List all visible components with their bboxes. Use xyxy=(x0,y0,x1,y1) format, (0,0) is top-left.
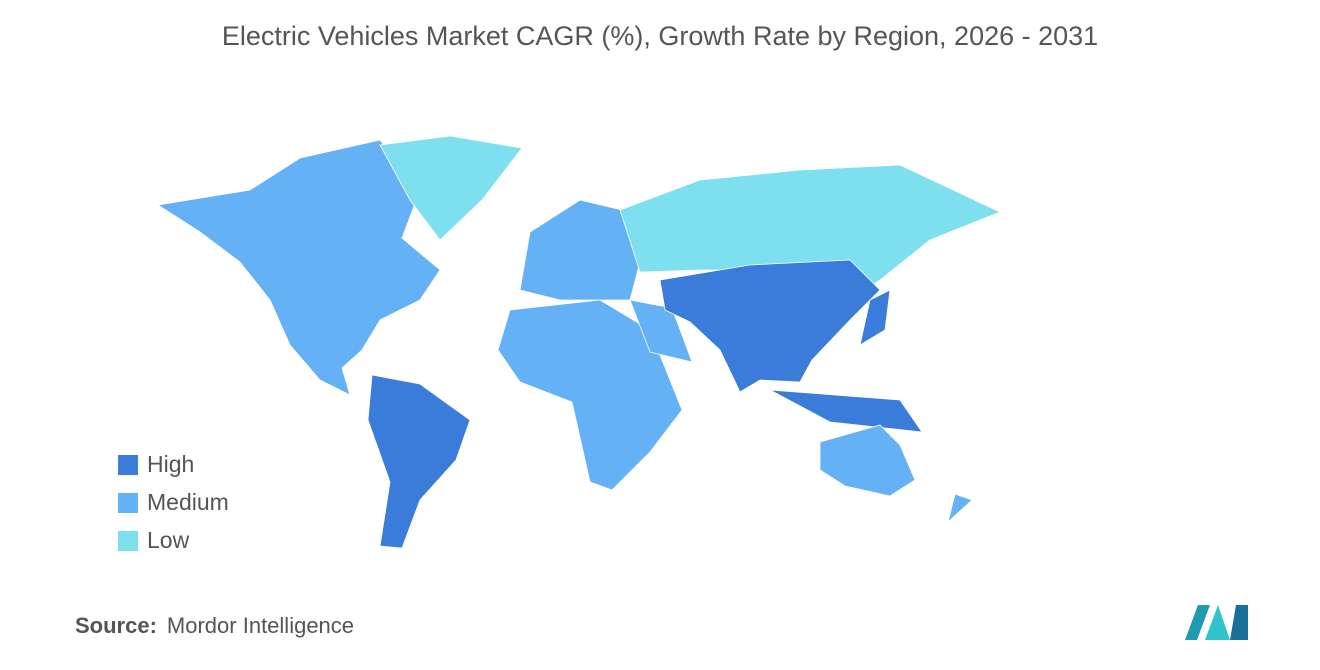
source-key: Source: xyxy=(75,613,157,638)
africa xyxy=(497,299,683,491)
japan xyxy=(859,289,891,346)
asia xyxy=(659,259,881,393)
new-zealand xyxy=(947,493,973,524)
greenland xyxy=(379,135,523,241)
legend-label: Low xyxy=(147,527,190,553)
legend-label: High xyxy=(147,451,194,477)
legend-swatch xyxy=(118,531,138,551)
logo-shape xyxy=(1205,605,1230,640)
legend-label: Medium xyxy=(147,489,229,515)
australia xyxy=(819,424,916,497)
source-text: Mordor Intelligence xyxy=(167,613,354,638)
south-america xyxy=(367,374,471,549)
legend: High Medium Low xyxy=(118,451,229,553)
southeast-asia xyxy=(769,389,923,433)
russia xyxy=(619,164,1002,301)
source-label: Source: Mordor Intelligence xyxy=(75,613,354,638)
logo-shape xyxy=(1185,605,1210,640)
world-map xyxy=(156,135,1002,549)
north-america xyxy=(156,139,441,396)
logo xyxy=(1185,605,1248,640)
europe xyxy=(519,199,641,301)
legend-swatch xyxy=(118,493,138,513)
legend-swatch xyxy=(118,455,138,475)
logo-shape xyxy=(1230,605,1248,640)
title: Electric Vehicles Market CAGR (%), Growt… xyxy=(222,21,1098,51)
middle-east xyxy=(629,299,693,363)
